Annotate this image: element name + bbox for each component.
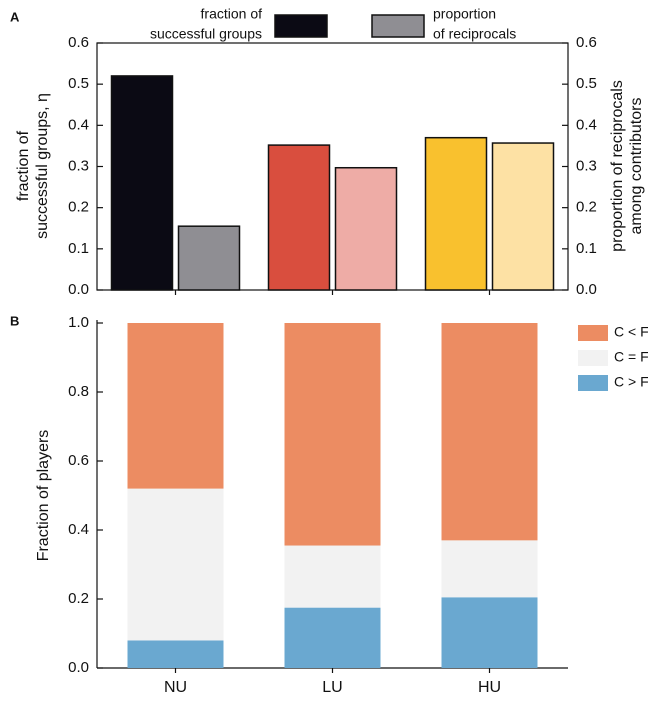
- legend-label: C = F: [614, 349, 648, 365]
- y-tick-label: 0.4: [68, 521, 89, 538]
- y-tick-label: 0.8: [68, 383, 89, 400]
- panel-label: A: [10, 9, 20, 24]
- bar-segment: [284, 545, 381, 608]
- legend-swatch: [578, 325, 608, 341]
- y2-axis-label: proportion of reciprocals: [609, 80, 626, 252]
- y-tick-label: 0.0: [68, 659, 89, 676]
- y2-axis-label: among contributors: [628, 98, 645, 235]
- bar-segment: [284, 607, 381, 668]
- bar: [110, 75, 174, 291]
- x-tick-label: HU: [478, 679, 501, 696]
- y-tick-label: 1.0: [68, 314, 89, 331]
- y-tick-label: 0.3: [68, 157, 89, 174]
- y-tick-label: 0.5: [68, 75, 89, 92]
- y-tick-label: 0.4: [68, 116, 89, 133]
- y-tick-label: 0.6: [576, 34, 597, 51]
- bar-segment: [441, 540, 538, 598]
- y-tick-label: 0.0: [576, 281, 597, 298]
- legend-swatch: [578, 350, 608, 366]
- y-tick-label: 0.2: [68, 199, 89, 216]
- y-tick-label: 0.0: [68, 281, 89, 298]
- legend-label: C < F: [614, 324, 648, 340]
- y-tick-label: 0.2: [68, 590, 89, 607]
- y-tick-label: 0.6: [68, 452, 89, 469]
- bar: [267, 144, 331, 291]
- legend-swatch: [274, 14, 328, 38]
- legend-label: fraction of: [201, 6, 263, 22]
- bar-segment: [127, 640, 224, 668]
- legend-label: successful groups: [150, 26, 262, 42]
- bar: [177, 225, 241, 291]
- legend-swatch: [578, 375, 608, 391]
- y-tick-label: 0.2: [576, 199, 597, 216]
- x-tick-label: LU: [322, 679, 342, 696]
- x-tick-label: NU: [164, 679, 187, 696]
- bar-segment: [127, 323, 224, 489]
- bar: [491, 142, 555, 291]
- bar: [334, 166, 398, 291]
- y-tick-label: 0.3: [576, 157, 597, 174]
- bar-segment: [441, 597, 538, 668]
- bar-segment: [284, 323, 381, 546]
- legend-label: proportion: [433, 6, 496, 22]
- y-tick-label: 0.4: [576, 116, 597, 133]
- panel-label: B: [10, 313, 19, 328]
- bar-segment: [441, 323, 538, 541]
- legend-label: of reciprocals: [433, 26, 516, 42]
- y-tick-label: 0.1: [576, 240, 597, 257]
- bar: [424, 136, 488, 291]
- bar-segment: [127, 488, 224, 641]
- y-axis-label: fraction of: [15, 130, 32, 201]
- y-tick-label: 0.5: [576, 75, 597, 92]
- legend-swatch: [371, 14, 425, 38]
- legend-label: C > F: [614, 374, 648, 390]
- y-tick-label: 0.6: [68, 34, 89, 51]
- y-tick-label: 0.1: [68, 240, 89, 257]
- y-axis-label: Fraction of players: [35, 430, 52, 562]
- y-axis-label: successful groups, η: [34, 93, 51, 239]
